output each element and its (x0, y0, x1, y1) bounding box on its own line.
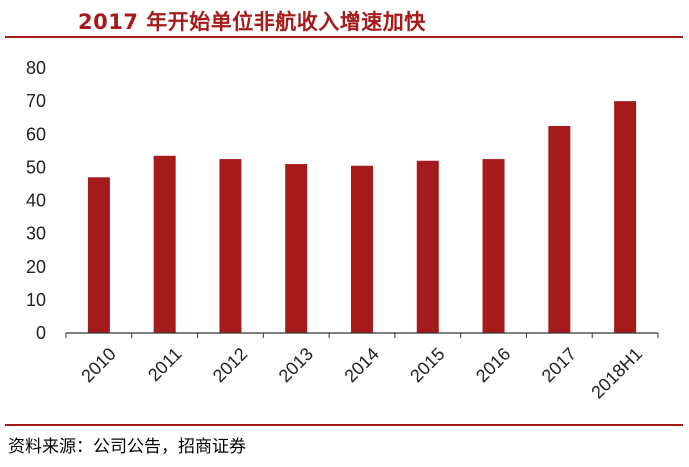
x-tick-label-2010: 2010 (77, 344, 119, 386)
y-tick-label-10: 10 (26, 290, 46, 310)
y-tick-label-40: 40 (26, 191, 46, 211)
x-axis-labels: 2010 2011 2012 2013 2014 2015 2016 2017 2018H1 (77, 344, 646, 403)
x-tick-label-2015: 2015 (406, 344, 448, 386)
footer-rule (5, 424, 683, 426)
x-tick-label-2018h1: 2018H1 (587, 344, 646, 403)
bar-2010 (87, 177, 110, 333)
chart-title: 2017 年开始单位非航收入增速加快 (78, 10, 426, 34)
x-tick-label-2014: 2014 (340, 344, 382, 386)
bar-2017 (548, 125, 571, 333)
y-tick-label-70: 70 (26, 91, 46, 111)
bar-2013 (285, 164, 308, 333)
x-tick-label-2017: 2017 (538, 344, 580, 386)
x-tick-label-2016: 2016 (472, 344, 514, 386)
x-tick-label-2013: 2013 (275, 344, 317, 386)
bar-2014 (351, 165, 373, 333)
y-tick-label-30: 30 (26, 224, 46, 244)
y-tick-label-80: 80 (26, 58, 46, 78)
bar-2012 (219, 159, 242, 333)
bars-group (87, 101, 637, 334)
x-axis-ticks (65, 333, 659, 338)
source-note: 资料来源：公司公告，招商证券 (8, 437, 246, 457)
x-tick-label-2011: 2011 (144, 344, 186, 386)
y-tick-label-0: 0 (36, 323, 46, 343)
bar-2011 (153, 155, 176, 333)
y-tick-label-50: 50 (26, 157, 46, 177)
bar-2015 (416, 160, 439, 333)
x-tick-label-2012: 2012 (209, 344, 251, 386)
bar-2016 (482, 159, 505, 333)
y-tick-label-20: 20 (26, 257, 46, 277)
y-tick-label-60: 60 (26, 124, 46, 144)
bar-2018h1 (614, 101, 637, 334)
title-underline (5, 36, 683, 38)
y-axis-ticks: 0 10 20 30 40 50 60 70 80 (26, 58, 46, 343)
